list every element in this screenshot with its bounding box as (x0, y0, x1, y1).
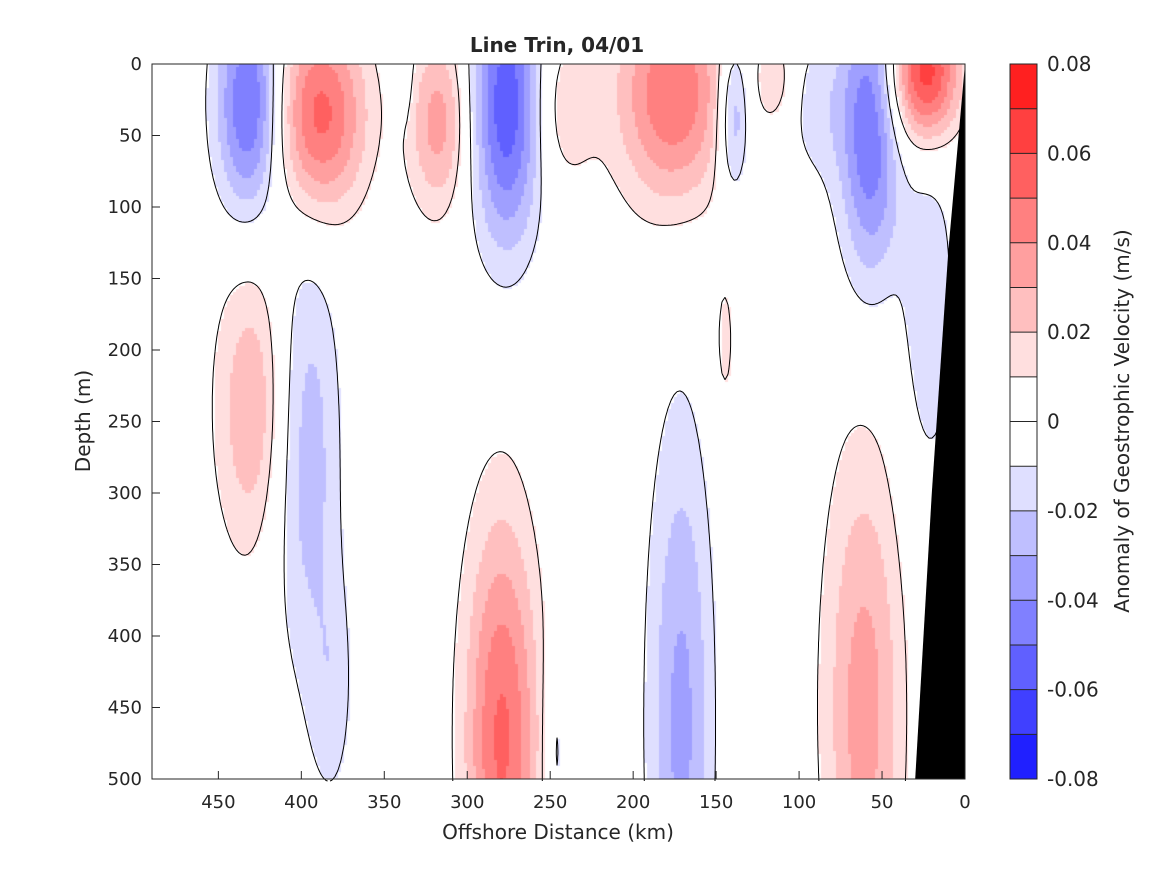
colorbar-swatch (1010, 108, 1037, 154)
colorbar-swatch (1010, 555, 1037, 601)
y-tick-label: 0 (131, 54, 142, 75)
colorbar-tick-label: 0.08 (1047, 52, 1092, 76)
colorbar-swatch (1010, 64, 1037, 110)
colorbar-swatch (1010, 600, 1037, 646)
x-tick-label: 300 (450, 792, 484, 813)
plot-area (151, 63, 966, 782)
y-tick-label: 300 (108, 483, 142, 504)
colorbar-swatch (1010, 376, 1037, 422)
colorbar-swatch (1010, 466, 1037, 512)
colorbar-tick-label: 0.04 (1047, 231, 1092, 255)
y-tick-label: 200 (108, 340, 142, 361)
y-tick-label: 150 (108, 269, 142, 290)
y-axis-label: Depth (m) (71, 370, 95, 472)
y-axis: 0 50 100 150 200 250 300 350 400 450 500 (108, 54, 160, 790)
colorbar-tick-label: -0.06 (1047, 678, 1099, 702)
colorbar-label: Anomaly of Geostrophic Velocity (m/s) (1110, 229, 1134, 612)
x-axis-label: Offshore Distance (km) (442, 820, 674, 844)
x-tick-label: 200 (616, 792, 650, 813)
colorbar-tick-label: 0 (1047, 410, 1060, 434)
colorbar-swatch (1010, 734, 1037, 780)
colorbar-swatch (1010, 421, 1037, 467)
x-tick-label: 450 (201, 792, 235, 813)
y-tick-label: 50 (119, 126, 142, 147)
chart-title: Line Trin, 04/01 (470, 33, 644, 57)
y-tick-label: 350 (108, 555, 142, 576)
colorbar-frame (1009, 63, 1038, 780)
bathymetry-mask (915, 64, 965, 779)
colorbar-swatch (1010, 153, 1037, 199)
colorbar-tick-label: -0.04 (1047, 588, 1099, 612)
zero-contour (205, 63, 966, 782)
zero-contour-lines (205, 63, 966, 782)
y-tick-label: 500 (108, 769, 142, 790)
colorbar-tick-label: 0.06 (1047, 141, 1092, 165)
x-tick-label: 150 (699, 792, 733, 813)
colorbar-tick-label: 0.02 (1047, 320, 1092, 344)
colorbar-swatch (1010, 198, 1037, 244)
y-tick-label: 250 (108, 412, 142, 433)
colorbar-swatch (1010, 332, 1037, 378)
x-tick-label: 50 (871, 792, 894, 813)
colorbar-tick-label: -0.02 (1047, 499, 1099, 523)
colorbar-swatch (1010, 644, 1037, 691)
y-tick-label: 450 (108, 698, 142, 719)
colorbar: 0.08 0.06 0.04 0.02 0 -0.02 -0.04 -0.06 -0.08 (1009, 52, 1099, 791)
x-axis: 450 400 350 300 250 200 150 100 50 0 (201, 771, 971, 813)
x-tick-label: 350 (367, 792, 401, 813)
colorbar-swatch (1010, 689, 1037, 735)
x-tick-label: 400 (284, 792, 318, 813)
y-tick-label: 400 (108, 626, 142, 647)
y-tick-label: 100 (108, 197, 142, 218)
colorbar-swatch (1010, 242, 1037, 288)
colorbar-swatch (1010, 510, 1037, 556)
colorbar-swatch (1010, 287, 1037, 333)
x-tick-label: 100 (782, 792, 816, 813)
velocity-field (152, 64, 965, 779)
x-tick-label: 0 (959, 792, 970, 813)
colorbar-tick-label: -0.08 (1047, 767, 1099, 791)
x-tick-label: 250 (533, 792, 567, 813)
